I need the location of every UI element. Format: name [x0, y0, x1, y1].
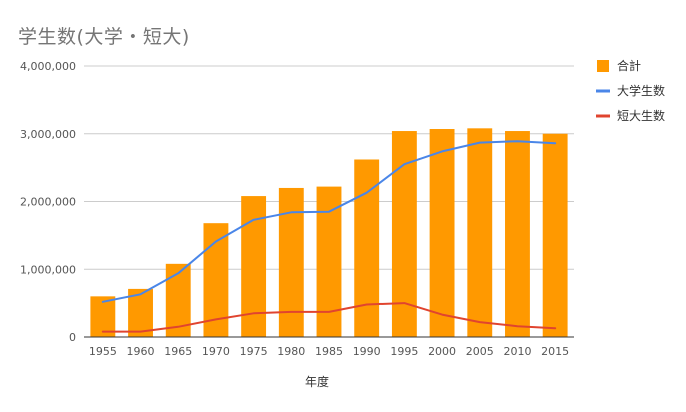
y-tick-label: 0	[69, 331, 76, 344]
line-series	[101, 140, 557, 333]
x-tick-label: 1985	[315, 345, 343, 358]
bar-1955	[90, 296, 116, 337]
x-tick-label: 1960	[127, 345, 155, 358]
bar-2015	[542, 133, 568, 337]
line-大学生数	[101, 140, 557, 303]
x-tick-label: 2000	[428, 345, 456, 358]
x-tick-label: 1965	[164, 345, 192, 358]
x-tick-label: 1980	[277, 345, 305, 358]
legend-label: 合計	[617, 58, 641, 73]
y-axis-tick-labels: 0 1,000,000 2,000,000 3,000,000 4,000,000	[20, 60, 76, 344]
bar-2005	[467, 128, 493, 337]
x-axis-title: 年度	[305, 374, 329, 389]
x-tick-label: 1975	[240, 345, 268, 358]
bar-2000	[429, 129, 455, 337]
legend-label: 短大生数	[617, 108, 665, 123]
y-tick-label: 1,000,000	[20, 263, 76, 276]
x-tick-label: 2015	[541, 345, 569, 358]
legend-label: 大学生数	[617, 83, 665, 98]
legend-swatch	[597, 60, 609, 72]
x-tick-label: 1990	[353, 345, 381, 358]
bar-1990	[354, 159, 380, 337]
bar-2010	[505, 131, 530, 337]
x-tick-label: 1970	[202, 345, 230, 358]
x-tick-label: 2010	[503, 345, 531, 358]
bar-1985	[316, 186, 342, 337]
y-tick-label: 4,000,000	[20, 60, 76, 73]
bar-series	[90, 128, 568, 337]
bar-1980	[278, 187, 304, 337]
x-axis-tick-labels: 1955 1960 1965 1970 1975 1980 1985 1990 1995 2000…	[89, 345, 569, 358]
x-tick-label: 1955	[89, 345, 117, 358]
y-tick-label: 2,000,000	[20, 196, 76, 209]
y-tick-label: 3,000,000	[20, 128, 76, 141]
chart-title: 学生数(大学・短大)	[18, 26, 190, 48]
x-tick-label: 1995	[390, 345, 418, 358]
x-tick-label: 2005	[466, 345, 494, 358]
line-短大生数	[101, 302, 557, 333]
